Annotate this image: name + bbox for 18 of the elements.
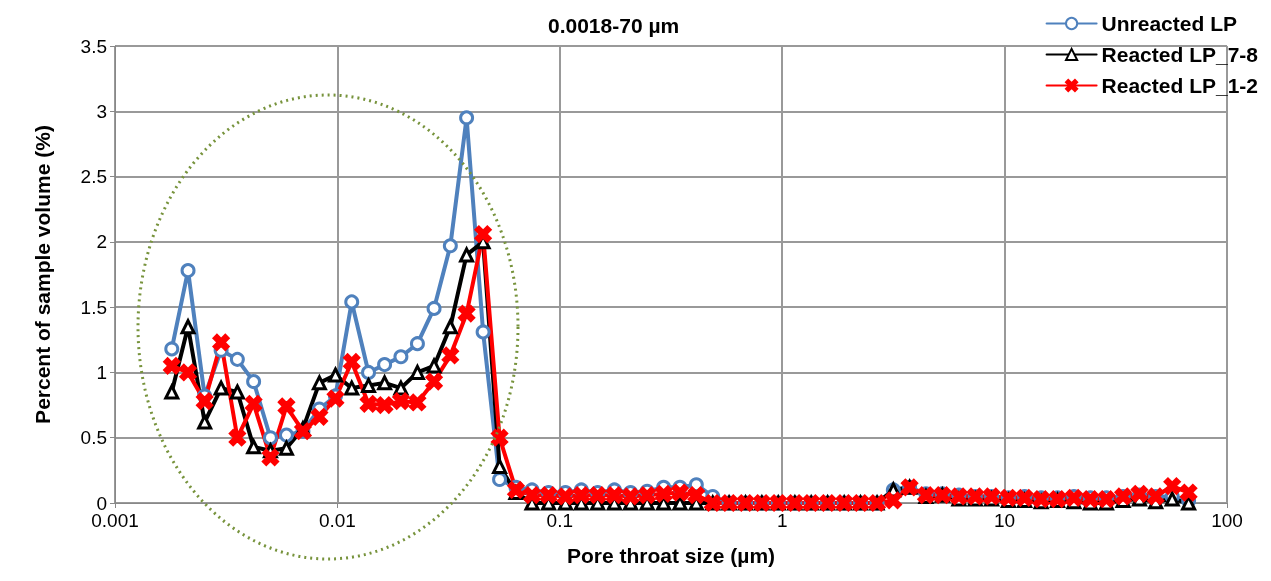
x-tick-label: 10 bbox=[994, 510, 1016, 531]
y-axis-title: Percent of sample volume (%) bbox=[31, 125, 54, 424]
x-tick-label: 0.1 bbox=[546, 510, 574, 531]
legend-label: Reacted LP_1-2 bbox=[1101, 74, 1258, 97]
chart-title: 0.0018-70 µm bbox=[548, 14, 680, 37]
x-tick-label: 0.01 bbox=[318, 510, 356, 531]
x-tick-label: 100 bbox=[1211, 510, 1243, 531]
x-axis-title: Pore throat size (µm) bbox=[566, 544, 776, 567]
x-tick-label: 1 bbox=[776, 510, 788, 531]
y-tick-label: 1.5 bbox=[80, 296, 107, 318]
legend-label: Unreacted LP bbox=[1101, 12, 1237, 35]
y-tick-label: 3.5 bbox=[80, 35, 107, 57]
y-tick-label: 0.5 bbox=[80, 427, 107, 449]
y-tick-label: 1 bbox=[96, 361, 107, 383]
y-tick-label: 3 bbox=[96, 100, 107, 122]
y-tick-label: 2.5 bbox=[80, 166, 107, 188]
y-tick-label: 2 bbox=[96, 231, 107, 253]
legend-label: Reacted LP_7-8 bbox=[1101, 43, 1259, 66]
